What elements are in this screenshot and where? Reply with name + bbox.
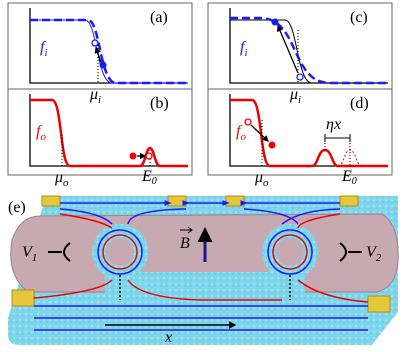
panel-label: (b) [150,95,169,112]
shape [102,234,138,270]
edge-states [33,203,369,331]
open-dot [244,118,252,126]
distance-label: x [164,329,172,346]
subscript: i [44,47,47,59]
arrow [94,46,102,63]
shape [34,305,368,331]
symbol: f [36,123,43,140]
symbol: f [236,123,243,140]
mu-label: μo [254,169,269,189]
open-dot [145,152,153,160]
panel-cd: (c) fi μi (d) ηx fo μo E0 [207,2,393,189]
v1-label: V1 [22,244,37,264]
field-label: B [180,235,190,252]
subscript: 2 [376,252,382,264]
e0-label: E0 [141,168,157,187]
vector-arrow [180,226,193,234]
dot [271,18,279,26]
v2-symbol [339,242,362,262]
shape [59,208,341,225]
subscript: 0 [352,176,357,187]
open-dot [91,39,99,47]
symbol: V [366,244,378,261]
symbol: μ [254,169,263,186]
symbol: E [341,168,352,185]
subscript: o [63,177,69,189]
dot [268,141,276,149]
curve-dashed [30,18,188,85]
arrow [250,124,269,142]
panel-label: (e) [8,199,26,216]
subscript: o [240,131,246,143]
symbol: V [22,244,34,261]
symbol: E [141,168,152,185]
function-label: fi [240,39,248,59]
curve [30,19,188,84]
shape [367,295,391,313]
shape [167,195,187,207]
shape [272,234,308,270]
subscript: o [40,131,46,143]
shape [41,195,61,207]
subscript: 0 [152,176,157,187]
panel-ab: (a) fi μi (b) fo μo E0 [7,2,193,189]
function-label: fo [236,123,246,143]
panel-label: (a) [150,9,168,26]
shape [225,195,245,207]
symbol: f [40,39,47,56]
shape [97,229,143,275]
ring-core [276,238,304,266]
shift-label: ηx [326,116,341,133]
symbol: f [240,39,247,56]
curve [230,98,388,168]
mu-label: μi [89,86,101,106]
subscript: i [244,47,247,59]
shape [267,229,313,275]
open-dot [296,73,304,81]
shape [339,195,359,207]
symbol: μ [89,86,98,103]
subscript: i [298,94,301,106]
curve [30,98,188,168]
curve-dashed [230,16,388,85]
dot [129,152,137,160]
symbol: μ [54,169,63,186]
v2-label: V2 [366,244,382,264]
curve [230,19,388,84]
subscript: i [98,94,101,106]
subscript: 1 [32,252,38,264]
panel-label: (c) [350,9,368,26]
arrow [277,24,299,74]
panel-e: (e) V1 V2 B x [8,195,399,346]
shape [59,213,341,229]
gap [105,272,305,300]
mu-label: μo [54,169,69,189]
v1-symbol [48,242,71,262]
function-label: fi [40,39,48,59]
shape [11,289,35,307]
function-label: fo [36,123,46,143]
e0-label: E0 [341,168,357,187]
subscript: o [263,177,269,189]
ring-core [106,238,134,266]
dot [99,61,107,69]
shift-bar [324,134,351,142]
shape [33,279,369,303]
symbol: μ [289,86,298,103]
mu-label: μi [289,86,301,106]
panel-label: (d) [350,95,369,112]
